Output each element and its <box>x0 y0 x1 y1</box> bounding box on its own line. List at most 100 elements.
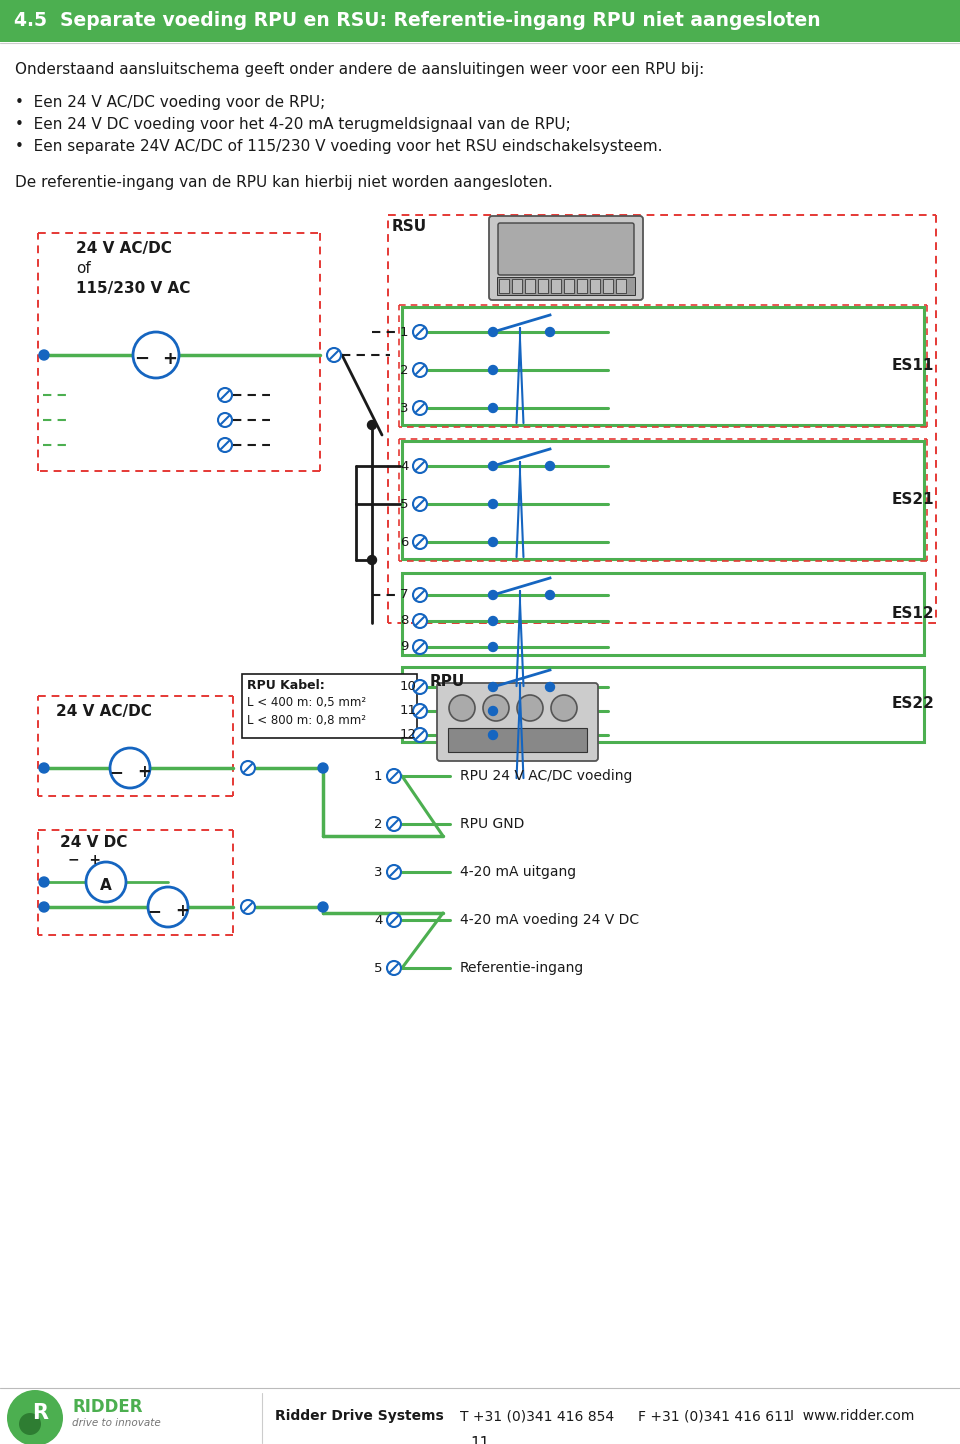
Bar <box>402 308 924 425</box>
Bar <box>551 279 561 293</box>
Text: ES11: ES11 <box>892 358 934 374</box>
Text: +: + <box>137 762 151 781</box>
Circle shape <box>489 365 497 374</box>
Text: 11: 11 <box>400 705 417 718</box>
Circle shape <box>483 695 509 721</box>
Text: F +31 (0)341 416 611: F +31 (0)341 416 611 <box>638 1409 792 1422</box>
Text: RPU Kabel:: RPU Kabel: <box>247 679 324 692</box>
Circle shape <box>413 705 427 718</box>
Bar <box>603 279 613 293</box>
Text: 4: 4 <box>374 914 382 927</box>
Circle shape <box>489 731 497 739</box>
Circle shape <box>133 332 179 378</box>
Bar <box>525 279 535 293</box>
Circle shape <box>413 401 427 414</box>
Circle shape <box>39 349 49 360</box>
Bar <box>616 279 626 293</box>
Circle shape <box>489 591 497 599</box>
Text: 24 V DC: 24 V DC <box>60 835 128 851</box>
Circle shape <box>489 643 497 651</box>
Circle shape <box>413 614 427 628</box>
Text: L < 400 m: 0,5 mm²: L < 400 m: 0,5 mm² <box>247 696 366 709</box>
Text: 1: 1 <box>374 770 382 783</box>
Text: 2: 2 <box>400 364 409 377</box>
Text: RPU: RPU <box>430 674 466 689</box>
Text: 4-20 mA voeding 24 V DC: 4-20 mA voeding 24 V DC <box>460 913 639 927</box>
Text: +: + <box>175 902 189 920</box>
Circle shape <box>489 462 497 471</box>
Bar <box>0 0 960 42</box>
Circle shape <box>413 362 427 377</box>
Text: 7: 7 <box>400 589 409 602</box>
Text: 4: 4 <box>400 459 408 472</box>
Bar <box>402 440 924 559</box>
Text: RPU GND: RPU GND <box>460 817 524 830</box>
Circle shape <box>39 762 49 773</box>
Circle shape <box>489 500 497 508</box>
Text: 3: 3 <box>400 401 409 414</box>
Circle shape <box>387 913 401 927</box>
Text: 12: 12 <box>400 729 417 742</box>
Bar <box>512 279 522 293</box>
Text: 24 V AC/DC: 24 V AC/DC <box>76 241 172 256</box>
Circle shape <box>148 887 188 927</box>
Bar <box>497 277 635 295</box>
Text: ES12: ES12 <box>892 606 935 621</box>
Text: 115/230 V AC: 115/230 V AC <box>76 282 190 296</box>
Circle shape <box>489 683 497 692</box>
Text: T +31 (0)341 416 854: T +31 (0)341 416 854 <box>460 1409 614 1422</box>
Circle shape <box>489 617 497 625</box>
Circle shape <box>387 962 401 975</box>
Circle shape <box>39 902 49 913</box>
Circle shape <box>318 762 328 773</box>
Text: +: + <box>162 349 178 368</box>
Circle shape <box>39 877 49 887</box>
Circle shape <box>368 556 376 565</box>
Circle shape <box>413 497 427 511</box>
Circle shape <box>110 748 150 788</box>
Circle shape <box>489 403 497 413</box>
FancyBboxPatch shape <box>437 683 598 761</box>
Text: Ridder Drive Systems: Ridder Drive Systems <box>275 1409 444 1422</box>
Text: •  Een 24 V DC voeding voor het 4-20 mA terugmeldsignaal van de RPU;: • Een 24 V DC voeding voor het 4-20 mA t… <box>15 117 571 131</box>
Bar <box>242 674 417 738</box>
Circle shape <box>413 640 427 654</box>
FancyBboxPatch shape <box>498 222 634 274</box>
Text: of: of <box>76 261 91 276</box>
Text: −: − <box>134 349 150 368</box>
Circle shape <box>413 534 427 549</box>
Text: RIDDER: RIDDER <box>72 1398 142 1417</box>
Text: •  Een 24 V AC/DC voeding voor de RPU;: • Een 24 V AC/DC voeding voor de RPU; <box>15 95 325 110</box>
Circle shape <box>387 770 401 783</box>
Text: 11: 11 <box>470 1437 490 1444</box>
Text: 3: 3 <box>374 865 382 878</box>
Text: −  +: − + <box>68 853 101 866</box>
Circle shape <box>413 325 427 339</box>
Text: 4.5  Separate voeding RPU en RSU: Referentie-ingang RPU niet aangesloten: 4.5 Separate voeding RPU en RSU: Referen… <box>14 12 821 30</box>
Text: ES22: ES22 <box>892 696 935 712</box>
Text: 5: 5 <box>400 498 409 511</box>
Text: •  Een separate 24V AC/DC of 115/230 V voeding voor het RSU eindschakelsysteem.: • Een separate 24V AC/DC of 115/230 V vo… <box>15 139 662 155</box>
Circle shape <box>218 388 232 401</box>
Circle shape <box>86 862 126 902</box>
Circle shape <box>413 459 427 474</box>
Circle shape <box>545 328 555 336</box>
Bar <box>577 279 587 293</box>
Text: 2: 2 <box>374 817 382 830</box>
Bar <box>590 279 600 293</box>
Bar <box>402 573 924 656</box>
Text: drive to innovate: drive to innovate <box>72 1418 160 1428</box>
Text: RPU 24 V AC/DC voeding: RPU 24 V AC/DC voeding <box>460 770 633 783</box>
Text: RSU: RSU <box>392 219 427 234</box>
Bar <box>448 728 587 752</box>
Text: 4-20 mA uitgang: 4-20 mA uitgang <box>460 865 576 879</box>
Bar <box>402 667 924 742</box>
Circle shape <box>545 591 555 599</box>
Circle shape <box>449 695 475 721</box>
Text: −: − <box>147 902 161 920</box>
FancyBboxPatch shape <box>489 217 643 300</box>
Text: −: − <box>109 762 123 781</box>
Text: 24 V AC/DC: 24 V AC/DC <box>56 705 152 719</box>
Circle shape <box>19 1414 41 1435</box>
Text: De referentie-ingang van de RPU kan hierbij niet worden aangesloten.: De referentie-ingang van de RPU kan hier… <box>15 175 553 191</box>
